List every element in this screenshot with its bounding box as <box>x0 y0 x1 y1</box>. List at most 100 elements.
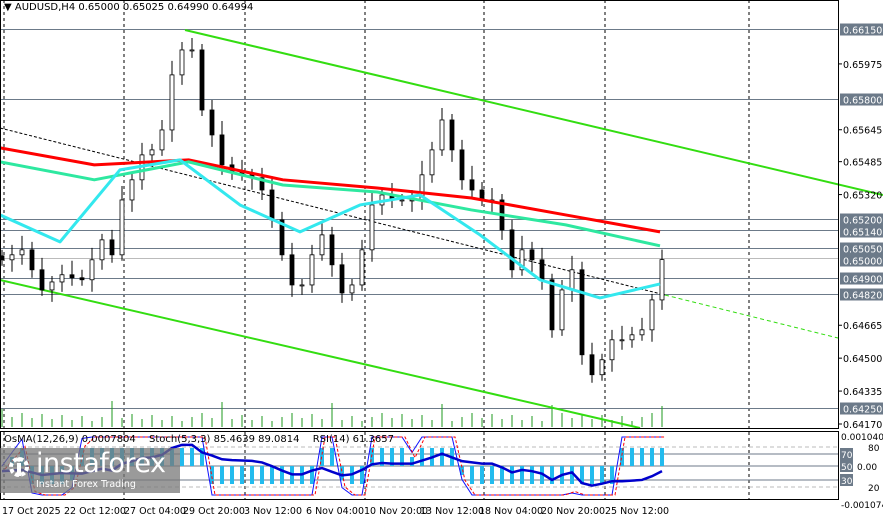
trend-channel <box>0 29 883 429</box>
osma-bar <box>260 466 264 484</box>
osma-bar <box>600 466 604 484</box>
candle-body <box>629 334 635 341</box>
candle-body <box>179 49 185 76</box>
osma-bar <box>520 466 524 484</box>
candle-body <box>469 179 475 191</box>
price-tick-label: 0.65320 <box>843 191 882 202</box>
candle-body <box>609 339 615 361</box>
osma-bar <box>590 466 594 484</box>
osma-bar <box>380 448 384 466</box>
osma-bar <box>510 466 514 484</box>
candle-body <box>319 234 325 256</box>
price-axis: 0.66150 0.65975 0.65800 0.65645 0.65485 0.653… <box>838 23 883 511</box>
candle-body <box>399 199 405 202</box>
time-tick-label: 13 Nov 12:00 <box>420 506 484 517</box>
horizontal-levels <box>0 29 838 409</box>
candle-body <box>549 279 555 331</box>
osma-bar <box>460 466 464 475</box>
osma-bar <box>490 466 494 484</box>
ohlc-open: 0.65000 <box>78 2 120 13</box>
price-level-box <box>840 23 883 36</box>
osma-bar <box>610 466 614 484</box>
candle-body <box>289 254 295 286</box>
candle-body <box>39 269 45 291</box>
ma-mid-line <box>0 160 661 248</box>
price-tick-label: 0.64665 <box>843 321 882 332</box>
osma-bar <box>580 466 584 484</box>
time-tick-label: 3 Nov 12:00 <box>244 506 302 517</box>
candle-body <box>349 284 355 294</box>
candle-body <box>119 199 125 256</box>
candle-body <box>539 259 545 281</box>
candle-body <box>659 259 665 301</box>
rsi-level-box <box>840 448 853 460</box>
candle-body <box>579 269 585 356</box>
stoch-label: Stoch(5,3,3) 85.4639 89.0814 <box>148 434 300 445</box>
price-level-label: 0.66150 <box>843 26 882 37</box>
candle-body <box>329 234 335 266</box>
price-tick-label: 0.65485 <box>843 158 882 169</box>
candle-body <box>269 189 275 221</box>
watermark-brand: instaforex <box>36 448 166 479</box>
time-tick-label: 18 Nov 04:00 <box>479 506 543 517</box>
channel-upper-line[interactable] <box>184 29 883 196</box>
candle-body <box>259 177 265 191</box>
volume-bars <box>1 401 663 427</box>
instaforex-watermark: instaforex Instant Forex Trading <box>0 448 180 493</box>
main-pane-border <box>0 0 839 429</box>
osma-bar <box>270 466 274 484</box>
candle-body <box>219 134 225 166</box>
price-level-label: 0.65800 <box>843 96 882 107</box>
indicator-level-label: 20 <box>868 484 880 494</box>
ohlc-close: 0.64994 <box>212 2 254 13</box>
price-level-label: 0.65200 <box>843 216 882 227</box>
osma-bar <box>180 448 184 466</box>
candle-body <box>429 149 435 176</box>
candle-body <box>339 264 345 294</box>
indicator-level-label: 50 <box>841 463 853 473</box>
ma-fast-line <box>0 158 661 300</box>
candle-body <box>449 119 455 151</box>
osma-bar <box>340 466 344 481</box>
indicator-header: OsMA(12,26,9) 0.0007804 Stoch(5,3,3) 85.… <box>4 434 404 445</box>
osma-bar <box>500 466 504 484</box>
chart-grid <box>3 0 750 500</box>
candle-body <box>569 269 575 291</box>
time-tick-label: 17 Oct 2025 <box>2 506 61 517</box>
price-level-label: 0.65000 <box>843 257 882 268</box>
ohlc-high: 0.65025 <box>122 2 165 13</box>
channel-mid-extension[interactable] <box>664 294 839 339</box>
osma-bar <box>360 466 364 484</box>
ohlc-low: 0.64990 <box>167 2 209 13</box>
osma-bar <box>240 466 244 484</box>
candle-body <box>199 49 205 111</box>
candle-body <box>159 129 165 151</box>
candle-body <box>109 239 115 256</box>
candle-body <box>559 289 565 331</box>
instaforex-logo-icon <box>9 457 29 477</box>
price-level-box <box>840 242 883 255</box>
indicator-level-label: 70 <box>841 451 853 461</box>
osma-zero-label: 0.00 <box>857 463 877 473</box>
candle-body <box>359 249 365 286</box>
candle-body <box>29 249 35 271</box>
time-tick-label: 20 Nov 20:00 <box>541 506 605 517</box>
price-tick-label: 0.65975 <box>843 60 882 71</box>
price-level-box <box>840 288 883 301</box>
candle-body <box>639 329 645 336</box>
candle-body <box>309 254 315 286</box>
candle-body <box>459 149 465 181</box>
time-tick-label: 10 Nov 20:00 <box>364 506 428 517</box>
channel-lower-line[interactable] <box>0 279 641 429</box>
price-level-box <box>840 272 883 285</box>
price-level-box <box>840 93 883 106</box>
stoch-signal-line <box>4 436 665 496</box>
price-level-box <box>840 254 883 267</box>
osma-bar <box>400 448 404 466</box>
candle-body <box>279 219 285 256</box>
osma-bar <box>470 466 474 484</box>
dropdown-triangle-icon[interactable]: ▼ <box>4 2 12 13</box>
time-tick-label: 27 Oct 04:00 <box>124 506 186 517</box>
channel-mid-line[interactable] <box>0 127 666 296</box>
candle-body <box>529 249 535 261</box>
